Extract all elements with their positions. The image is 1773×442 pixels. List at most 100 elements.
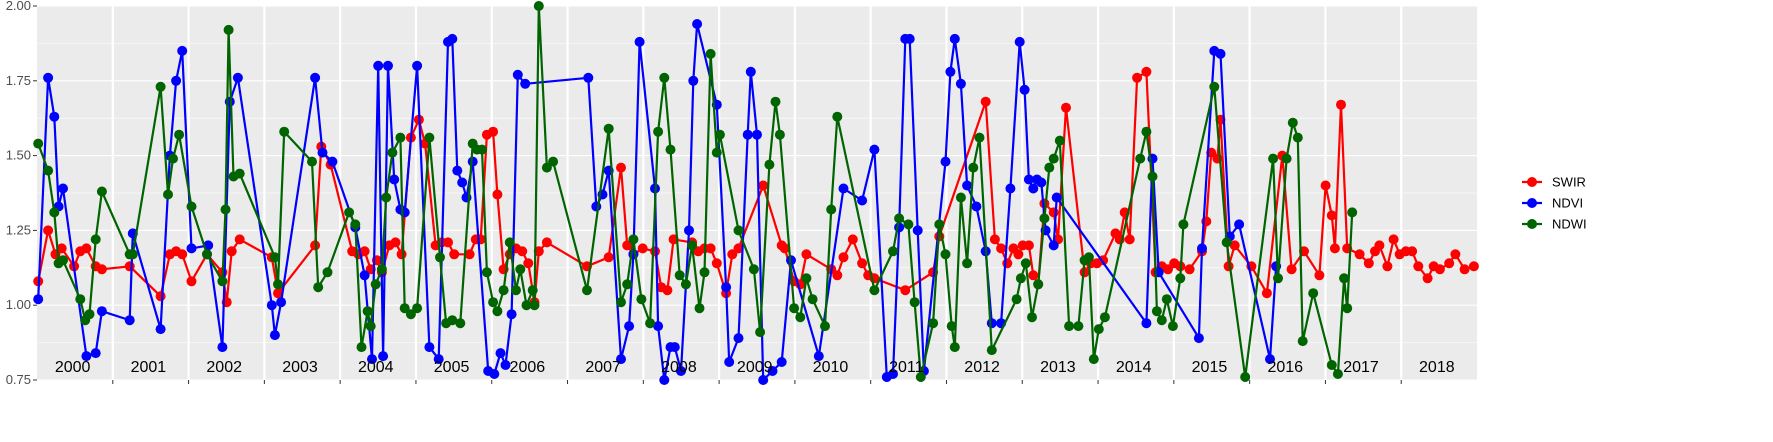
data-point-swir: [1286, 264, 1297, 275]
data-point-ndvi: [986, 318, 997, 329]
data-point-ndwi: [832, 111, 843, 122]
data-point-ndvi: [904, 33, 915, 44]
data-point-ndvi: [506, 309, 517, 320]
data-point-ndwi: [1027, 312, 1037, 323]
data-point-ndwi: [940, 249, 951, 260]
y-tick-label: 2.00: [6, 0, 31, 13]
data-point-swir: [1124, 234, 1135, 245]
year-label: 2007: [585, 359, 621, 376]
data-point-swir: [1048, 207, 1059, 218]
data-point-ndwi: [1287, 117, 1298, 128]
data-point-ndwi: [362, 306, 373, 317]
data-point-ndvi: [359, 270, 370, 281]
data-point-ndwi: [477, 144, 487, 155]
data-point-swir: [980, 96, 991, 107]
data-point-ndvi: [373, 60, 384, 71]
year-label: 2004: [358, 359, 394, 376]
data-point-ndwi: [820, 321, 830, 332]
data-point-swir: [396, 249, 407, 260]
data-point-ndvi: [317, 147, 328, 158]
data-point-ndvi: [1051, 192, 1062, 203]
data-point-swir: [443, 237, 453, 248]
year-label: 2002: [206, 359, 242, 376]
data-point-ndvi: [692, 19, 703, 29]
data-point-ndwi: [1039, 213, 1050, 224]
data-point-swir: [758, 180, 769, 191]
data-point-ndvi: [1215, 48, 1226, 59]
data-point-ndwi: [155, 81, 166, 92]
y-tick-label: 1.75: [6, 73, 31, 88]
data-point-swir: [1261, 288, 1272, 299]
data-point-ndwi: [186, 201, 197, 212]
data-point-ndwi: [1342, 303, 1353, 314]
data-point-swir: [1061, 102, 1071, 113]
year-label: 2000: [55, 359, 91, 376]
data-point-swir: [1459, 264, 1470, 275]
data-point-ndwi: [915, 372, 926, 382]
data-point-ndwi: [1064, 321, 1075, 332]
data-point-ndwi: [928, 318, 939, 329]
data-point-ndvi: [688, 75, 699, 86]
data-point-swir: [1336, 99, 1346, 110]
data-point-swir: [1413, 261, 1424, 272]
data-point-ndvi: [745, 66, 756, 77]
data-point-ndwi: [1033, 279, 1044, 290]
data-point-ndwi: [894, 213, 905, 224]
data-point-ndvi: [1014, 36, 1025, 47]
data-point-ndwi: [527, 285, 538, 296]
data-point-ndwi: [801, 273, 812, 284]
data-point-swir: [779, 243, 790, 254]
data-point-ndwi: [307, 156, 317, 167]
year-label: 2011: [889, 359, 924, 376]
data-point-ndvi: [43, 72, 54, 83]
year-labels: 2000 2001 2002 2003 2004 2005 2006 2007 2008 2009…: [55, 359, 1455, 376]
x-axis: [112, 380, 1402, 384]
data-point-ndwi: [127, 249, 138, 260]
data-point-ndvi: [1036, 177, 1047, 188]
data-point-ndwi: [1308, 288, 1319, 299]
data-point-ndvi: [955, 78, 966, 89]
data-point-swir: [186, 276, 197, 287]
y-tick-label: 1.00: [6, 297, 31, 312]
data-point-ndwi: [529, 300, 540, 311]
data-point-ndvi: [327, 156, 338, 167]
year-label: 2017: [1343, 359, 1379, 376]
data-point-swir: [1354, 249, 1365, 260]
data-point-ndvi: [276, 297, 287, 308]
data-point-ndvi: [512, 69, 523, 80]
data-point-ndvi: [1019, 84, 1030, 95]
data-point-ndwi: [711, 147, 722, 158]
data-point-ndwi: [1240, 372, 1251, 382]
data-point-ndvi: [767, 366, 778, 376]
legend-key-point-ndwi: [1527, 219, 1537, 229]
y-tick-label: 0.75: [6, 372, 31, 387]
data-point-ndwi: [1178, 219, 1189, 230]
data-point-ndwi: [96, 186, 107, 197]
data-point-ndwi: [1156, 315, 1167, 326]
data-point-ndwi: [1099, 312, 1110, 323]
data-point-ndwi: [986, 345, 997, 356]
data-point-ndvi: [949, 33, 960, 44]
data-point-ndwi: [622, 279, 633, 290]
data-point-swir: [1028, 270, 1039, 281]
data-point-ndwi: [350, 219, 361, 230]
data-point-swir: [390, 237, 401, 248]
data-point-ndwi: [365, 321, 376, 332]
data-point-ndwi: [163, 189, 173, 200]
data-point-ndwi: [58, 255, 68, 266]
series-ndwi: [33, 1, 1358, 382]
data-point-ndwi: [412, 303, 423, 314]
data-point-ndwi: [674, 270, 685, 281]
data-point-swir: [517, 246, 528, 257]
data-point-ndvi: [813, 351, 824, 362]
data-point-ndvi: [457, 177, 468, 188]
data-point-ndvi: [310, 72, 321, 83]
data-point-ndwi: [381, 192, 392, 203]
data-point-swir: [234, 234, 245, 245]
data-point-ndwi: [273, 279, 283, 290]
year-label: 2015: [1192, 359, 1228, 376]
data-point-swir: [1329, 243, 1340, 254]
data-point-swir: [1314, 270, 1325, 281]
year-label: 2012: [964, 359, 1000, 376]
data-point-ndvi: [447, 33, 458, 44]
